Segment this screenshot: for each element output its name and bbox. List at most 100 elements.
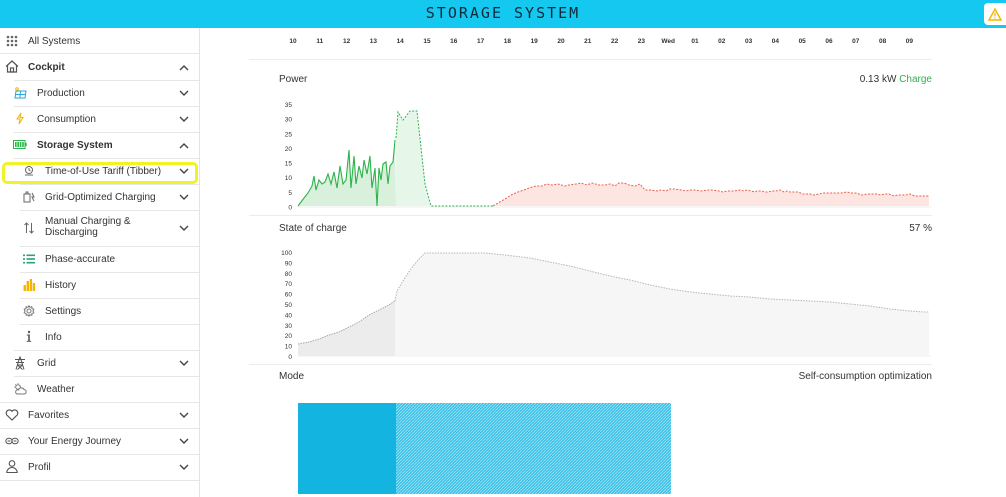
sidebar-item-time-of-use[interactable]: Time-of-Use Tariff (Tibber)	[0, 160, 199, 182]
chevron-up-icon[interactable]	[179, 141, 189, 152]
soc-label: State of charge	[279, 223, 347, 234]
sidebar-item-grid-optimized[interactable]: Grid-Optimized Charging	[0, 186, 199, 208]
sidebar-item-history[interactable]: History	[0, 274, 199, 296]
time-axis-label: 07	[852, 38, 860, 45]
sidebar-item-label-line2: Discharging	[45, 227, 98, 238]
time-axis-label: 19	[530, 38, 538, 45]
sidebar-item-grid[interactable]: Grid	[0, 352, 199, 374]
power-ytick: 15	[285, 161, 293, 168]
power-readout: 0.13 kW Charge	[760, 74, 932, 85]
time-axis-label: 03	[744, 38, 753, 45]
chevron-down-icon[interactable]	[179, 167, 189, 178]
time-axis-label: 22	[610, 38, 619, 45]
chevron-down-icon[interactable]	[179, 437, 189, 448]
sidebar-item-energy-journey[interactable]: Your Energy Journey	[0, 430, 199, 452]
power-ytick: 0	[288, 205, 292, 212]
battery-icon	[13, 140, 27, 149]
power-y-axis: 35 30 25 20 15 10 5 0	[285, 102, 293, 212]
gear-icon	[23, 305, 35, 317]
divider	[20, 272, 199, 273]
chevron-down-icon[interactable]	[179, 411, 189, 422]
power-ytick: 30	[285, 117, 293, 124]
power-pylon-icon	[14, 356, 26, 370]
sidebar-item-profil[interactable]: Profil	[0, 456, 199, 478]
sidebar-item-label: Info	[45, 332, 62, 343]
sidebar-item-label: Grid	[37, 358, 56, 369]
grid-charging-icon	[23, 191, 36, 203]
sidebar-item-label: Manual Charging & Discharging	[45, 216, 131, 238]
sidebar-item-storage-system[interactable]: Storage System	[0, 134, 199, 156]
chevron-down-icon[interactable]	[179, 224, 189, 235]
time-axis-label: 06	[825, 38, 833, 45]
sidebar-item-label: Consumption	[37, 114, 96, 125]
home-icon	[5, 60, 19, 73]
sidebar-item-weather[interactable]: Weather	[0, 378, 199, 400]
sidebar-item-label: Your Energy Journey	[28, 436, 122, 447]
sidebar-item-label: Time-of-Use Tariff (Tibber)	[45, 166, 162, 177]
mode-value: Self-consumption optimization	[798, 371, 932, 382]
divider	[249, 59, 932, 60]
mode-bar-forecast	[396, 403, 671, 494]
power-ytick: 35	[285, 102, 293, 109]
sidebar-item-label: Storage System	[37, 140, 113, 151]
divider	[14, 106, 199, 107]
sidebar-item-cockpit[interactable]: Cockpit	[0, 56, 199, 78]
sidebar-item-phase-accurate[interactable]: Phase-accurate	[0, 248, 199, 270]
divider	[249, 215, 932, 216]
discharge-line-forecast	[492, 182, 929, 207]
sidebar-item-label: History	[45, 280, 77, 291]
heart-icon	[5, 409, 19, 421]
divider	[249, 364, 932, 365]
tariff-icon	[23, 165, 35, 177]
divider	[14, 132, 199, 133]
sidebar-item-settings[interactable]: Settings	[0, 300, 199, 322]
soc-ytick: 60	[285, 292, 293, 299]
divider	[20, 324, 199, 325]
divider	[0, 454, 199, 455]
sidebar-item-label: Cockpit	[28, 62, 65, 73]
mode-label: Mode	[279, 371, 305, 382]
divider	[14, 158, 199, 159]
sidebar-item-label-line1: Manual Charging &	[45, 216, 131, 227]
power-value: 0.13 kW	[859, 74, 897, 85]
soc-ytick: 70	[285, 281, 293, 288]
soc-ytick: 30	[285, 323, 293, 330]
soc-ytick: 90	[285, 260, 293, 267]
sidebar-item-label: All Systems	[28, 36, 81, 47]
power-chart: 35 30 25 20 15 10 5 0	[285, 102, 931, 212]
time-axis-label: 05	[798, 38, 806, 45]
chevron-up-icon[interactable]	[179, 63, 189, 74]
time-axis-label: 10	[289, 38, 297, 45]
divider	[14, 80, 199, 81]
chevron-down-icon[interactable]	[179, 193, 189, 204]
time-axis-label: 16	[450, 38, 458, 45]
bar-chart-icon	[23, 279, 35, 291]
sidebar-item-info[interactable]: Info	[0, 326, 199, 348]
page-title: STORAGE SYSTEM	[425, 4, 581, 22]
sidebar-item-label: Grid-Optimized Charging	[45, 192, 156, 203]
mode-chart	[298, 403, 671, 494]
app-header: STORAGE SYSTEM	[0, 0, 1006, 28]
time-axis-label: 13	[369, 38, 378, 45]
soc-value: 57 %	[909, 223, 932, 234]
sidebar-item-favorites[interactable]: Favorites	[0, 404, 199, 426]
chevron-down-icon[interactable]	[179, 463, 189, 474]
sidebar-item-production[interactable]: Production	[0, 82, 199, 104]
mode-bar-actual	[298, 403, 396, 494]
chevron-down-icon[interactable]	[179, 359, 189, 370]
energy-journey-icon	[5, 437, 19, 445]
sidebar-item-all-systems[interactable]: All Systems	[0, 31, 199, 51]
divider	[14, 350, 199, 351]
sidebar-item-label: Profil	[28, 462, 51, 473]
time-axis-label: 11	[316, 38, 324, 45]
sidebar-item-manual-charging[interactable]: Manual Charging & Discharging	[0, 212, 199, 244]
sidebar-item-consumption[interactable]: Consumption	[0, 108, 199, 130]
soc-ytick: 80	[285, 271, 293, 278]
power-ytick: 25	[285, 131, 293, 138]
warning-icon[interactable]	[984, 3, 1006, 25]
power-ytick: 5	[288, 190, 292, 197]
chevron-down-icon[interactable]	[179, 89, 189, 100]
chevron-down-icon[interactable]	[179, 115, 189, 126]
time-axis-label: 18	[503, 38, 512, 45]
grid-dots-icon	[6, 35, 18, 47]
